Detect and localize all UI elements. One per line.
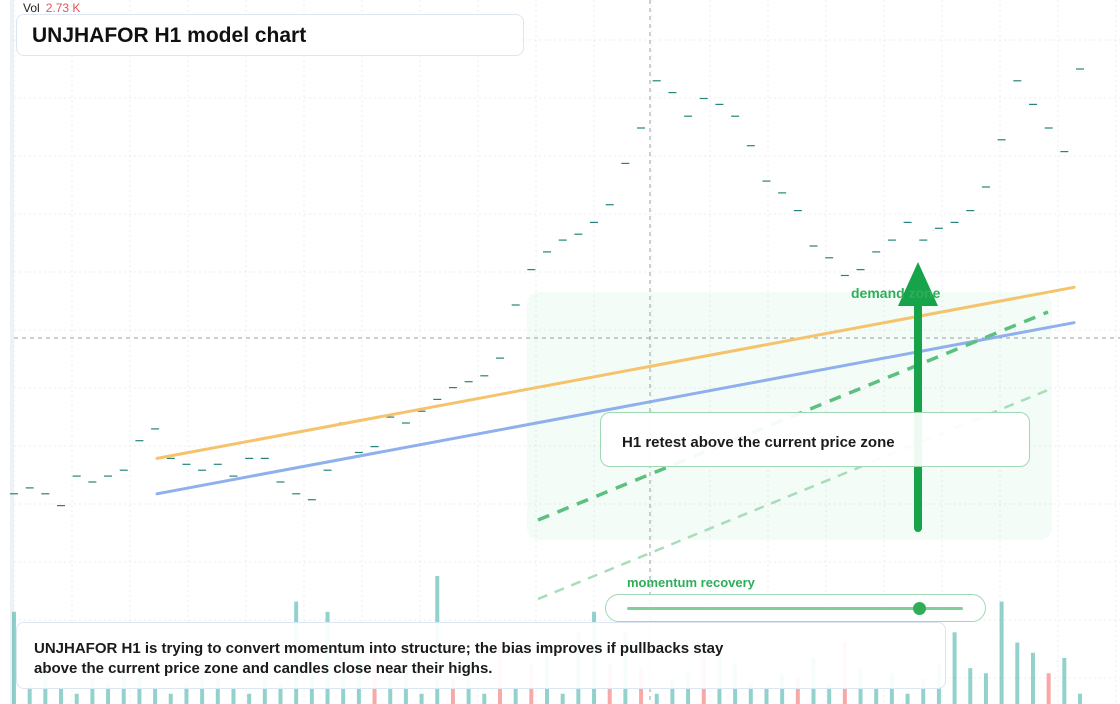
callout-text: H1 retest above the current price zone — [622, 434, 895, 451]
volume-bar — [795, 678, 800, 704]
volume-bar — [482, 693, 487, 704]
volume-bar — [1062, 657, 1067, 704]
volume-bar — [215, 678, 220, 704]
volume-bar — [874, 688, 879, 704]
volume-bar — [450, 678, 455, 704]
volume-bar — [153, 688, 158, 704]
volume-bar — [654, 693, 659, 704]
chart-title: UNJHAFOR H1 model chart — [32, 24, 307, 47]
volume-bar — [1015, 642, 1020, 704]
momentum-label: momentum recovery — [627, 575, 755, 590]
volume-bar — [827, 683, 832, 704]
analysis-note: UNJHAFOR H1 is trying to convert momentu… — [16, 622, 946, 689]
volume-bar — [921, 678, 926, 704]
momentum-track — [627, 607, 963, 610]
retest-callout: H1 retest above the current price zone — [600, 412, 1030, 467]
volume-bar — [513, 688, 518, 704]
note-text: UNJHAFOR H1 is trying to convert momentu… — [34, 640, 724, 677]
volume-bar — [59, 688, 64, 704]
volume-bar — [999, 601, 1004, 704]
volume-bar — [983, 673, 988, 704]
chart-title-box: UNJHAFOR H1 model chart — [16, 14, 524, 56]
left-edge — [10, 0, 14, 704]
volume-bar — [184, 683, 189, 704]
volume-bar — [231, 688, 236, 704]
demand-zone-label: demand zone — [851, 285, 941, 301]
volume-bar — [670, 678, 675, 704]
volume-bar — [1046, 673, 1051, 704]
volume-bar — [748, 683, 753, 704]
volume-bar — [27, 683, 32, 704]
volume-bar — [419, 693, 424, 704]
volume-readout: Vol 2.73 K — [23, 1, 80, 15]
volume-bar — [1078, 693, 1082, 704]
volume-label: Vol — [23, 1, 40, 15]
volume-bar — [74, 693, 79, 704]
volume-bar — [168, 693, 173, 704]
volume-bar — [12, 611, 16, 704]
up-arrow-head — [898, 262, 938, 306]
volume-bar — [764, 688, 769, 704]
volume-bar — [278, 683, 283, 704]
momentum-slider[interactable] — [605, 594, 986, 622]
volume-bar — [560, 693, 565, 704]
volume-bar — [952, 632, 957, 704]
momentum-knob[interactable] — [912, 602, 926, 615]
volume-bar — [247, 693, 252, 704]
volume-bar — [905, 693, 910, 704]
volume-bar — [90, 678, 95, 704]
volume-bar — [1030, 652, 1035, 704]
volume-bar — [106, 683, 111, 704]
volume-value: 2.73 K — [45, 1, 81, 15]
volume-bar — [968, 668, 973, 704]
